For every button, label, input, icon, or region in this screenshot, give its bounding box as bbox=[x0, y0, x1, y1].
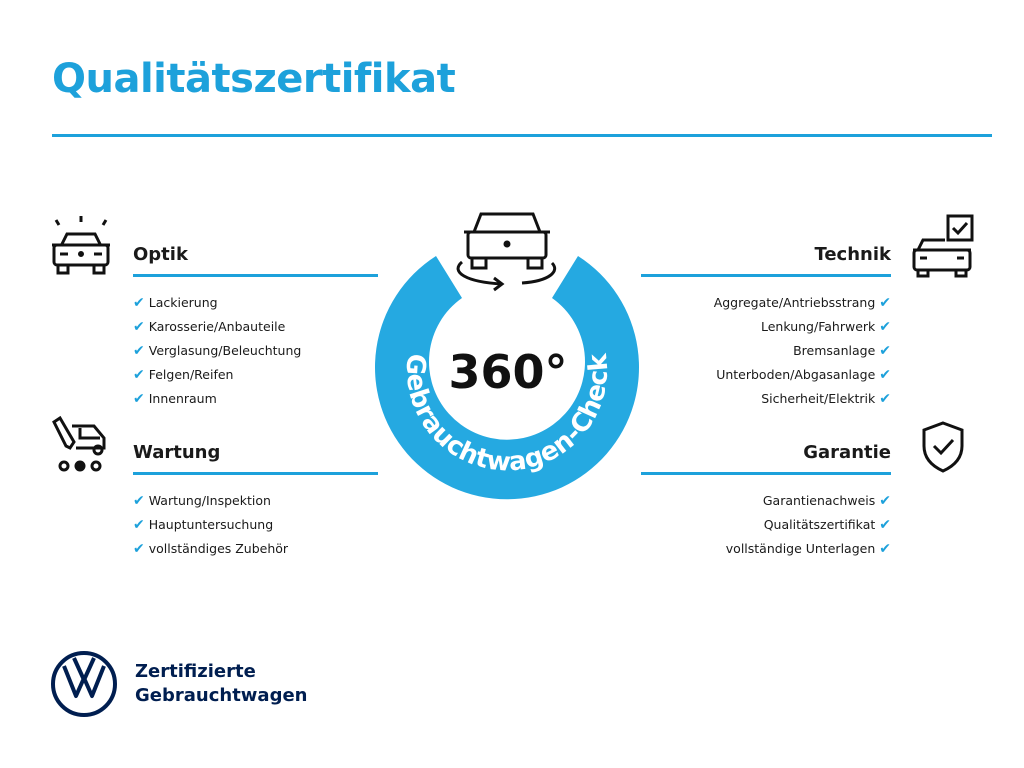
page-title: Qualitätszertifikat bbox=[52, 56, 456, 102]
checklist-item: vollständige Unterlagen ✔ bbox=[641, 537, 891, 561]
checklist-item: Unterboden/Abgasanlage ✔ bbox=[641, 363, 891, 387]
checkmark-icon: ✔ bbox=[133, 391, 145, 407]
car-service-icon bbox=[52, 415, 106, 472]
checklist-item: ✔ Wartung/Inspektion bbox=[133, 489, 378, 513]
checkmark-icon: ✔ bbox=[879, 541, 891, 557]
checkmark-icon: ✔ bbox=[879, 343, 891, 359]
checkmark-icon: ✔ bbox=[133, 343, 145, 359]
checklist-item: ✔ Felgen/Reifen bbox=[133, 363, 378, 387]
checkmark-icon: ✔ bbox=[879, 367, 891, 383]
car-lights-icon bbox=[52, 216, 110, 275]
checklist-item: Garantienachweis ✔ bbox=[641, 489, 891, 513]
brand-line-1: Zertifizierte bbox=[135, 661, 256, 682]
checkmark-icon: ✔ bbox=[133, 367, 145, 383]
checklist-item-label: Verglasung/Beleuchtung bbox=[148, 343, 302, 358]
checklist-item: Qualitätszertifikat ✔ bbox=[641, 513, 891, 537]
section-heading: Garantie bbox=[803, 442, 891, 463]
checklist-item: Aggregate/Antriebsstrang ✔ bbox=[641, 291, 891, 315]
section-divider bbox=[641, 274, 891, 277]
checkmark-icon: ✔ bbox=[133, 295, 145, 311]
section-heading: Technik bbox=[814, 244, 891, 265]
checkmark-icon: ✔ bbox=[133, 541, 145, 557]
checkmark-icon: ✔ bbox=[133, 517, 145, 533]
checklist-item: ✔ Karosserie/Anbauteile bbox=[133, 315, 378, 339]
section-technik: Technik Aggregate/Antriebsstrang ✔ Lenkung… bbox=[641, 242, 891, 411]
checklist-item-label: Wartung/Inspektion bbox=[148, 493, 271, 508]
checklist-item-label: Sicherheit/Elektrik bbox=[761, 391, 876, 406]
shield-check-icon bbox=[922, 421, 964, 473]
section-heading: Wartung bbox=[133, 442, 221, 463]
checklist-item: Sicherheit/Elektrik ✔ bbox=[641, 387, 891, 411]
section-heading: Optik bbox=[133, 244, 188, 265]
checklist-item-label: Hauptuntersuchung bbox=[148, 517, 274, 532]
badge-ring bbox=[375, 256, 639, 500]
brand-line-2: Gebrauchtwagen bbox=[135, 685, 308, 706]
car-checklist-icon bbox=[912, 214, 974, 278]
checkmark-icon: ✔ bbox=[879, 517, 891, 533]
checklist-item-label: Garantienachweis bbox=[762, 493, 876, 508]
car-rotate-icon bbox=[456, 212, 557, 292]
badge-value: 360° bbox=[448, 345, 567, 399]
checklist-item-label: Felgen/Reifen bbox=[148, 367, 234, 382]
checklist-item-label: vollständige Unterlagen bbox=[725, 541, 876, 556]
checkmark-icon: ✔ bbox=[879, 319, 891, 335]
checklist-item-label: Unterboden/Abgasanlage bbox=[716, 367, 876, 382]
checklist-item-label: Aggregate/Antriebsstrang bbox=[713, 295, 876, 310]
checkmark-icon: ✔ bbox=[879, 493, 891, 509]
checkmark-icon: ✔ bbox=[879, 391, 891, 407]
checklist-item-label: Innenraum bbox=[148, 391, 217, 406]
checklist-item-label: Lenkung/Fahrwerk bbox=[761, 319, 876, 334]
section-divider bbox=[641, 472, 891, 475]
checklist-item-label: Bremsanlage bbox=[793, 343, 876, 358]
checklist-item: Lenkung/Fahrwerk ✔ bbox=[641, 315, 891, 339]
checklist-item-label: Qualitätszertifikat bbox=[763, 517, 876, 532]
section-wartung: Wartung ✔ Wartung/Inspektion ✔ Hauptuntersu… bbox=[133, 440, 378, 561]
checkmark-icon: ✔ bbox=[133, 493, 145, 509]
360-check-badge: Gebrauchtwagen-Check 360° bbox=[375, 212, 639, 500]
checklist-item-label: vollständiges Zubehör bbox=[148, 541, 289, 556]
checklist-item: ✔ Hauptuntersuchung bbox=[133, 513, 378, 537]
section-optik: Optik ✔ Lackierung ✔ Karosserie/Anbauteile ✔… bbox=[133, 242, 378, 411]
brand-text: Zertifizierte Gebrauchtwagen bbox=[135, 660, 307, 708]
section-divider bbox=[133, 274, 378, 277]
checkmark-icon: ✔ bbox=[879, 295, 891, 311]
title-divider bbox=[52, 134, 992, 137]
checkmark-icon: ✔ bbox=[133, 319, 145, 335]
section-divider bbox=[133, 472, 378, 475]
vw-logo bbox=[51, 651, 117, 717]
checklist-item-label: Karosserie/Anbauteile bbox=[148, 319, 286, 334]
checklist-item: ✔ Verglasung/Beleuchtung bbox=[133, 339, 378, 363]
checklist-item: ✔ vollständiges Zubehör bbox=[133, 537, 378, 561]
section-garantie: Garantie Garantienachweis ✔ Qualitätszerti… bbox=[641, 440, 891, 561]
checklist-item: ✔ Lackierung bbox=[133, 291, 378, 315]
checklist-item-label: Lackierung bbox=[148, 295, 218, 310]
checklist-item: ✔ Innenraum bbox=[133, 387, 378, 411]
checklist-item: Bremsanlage ✔ bbox=[641, 339, 891, 363]
